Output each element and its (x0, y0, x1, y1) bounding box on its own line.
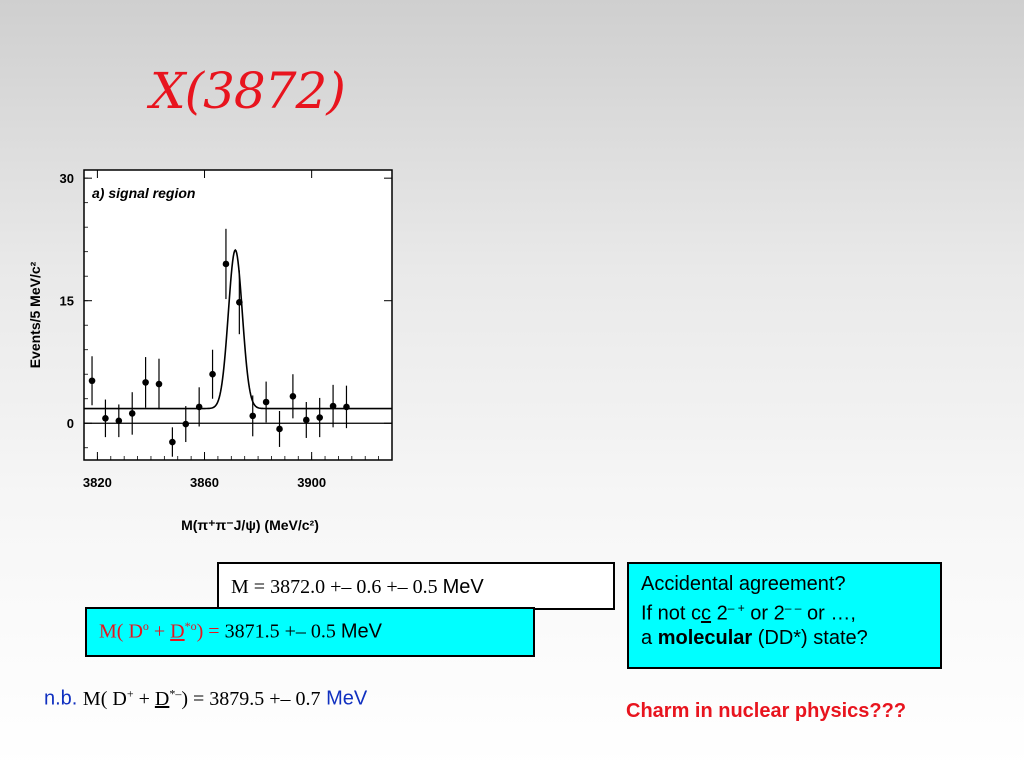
d0-prefix: M( D (99, 620, 143, 643)
x-tick-label: 3820 (83, 475, 112, 490)
data-point (88, 377, 96, 385)
note-line-3: a molecular (DD*) state? (641, 626, 868, 649)
d0-dstar-sup: *o (184, 619, 197, 633)
data-point (262, 398, 270, 406)
data-point (222, 260, 230, 268)
fit-curve (84, 248, 392, 410)
mass-value: 3872.0 +– 0.6 +– 0.5 (270, 576, 438, 598)
x-tick-label: 3860 (190, 475, 219, 490)
data-point (302, 416, 310, 424)
accidental-agreement-note: Accidental agreement? If not cc 2– + or … (627, 562, 942, 669)
data-point (329, 402, 337, 410)
charm-nuclear-physics-text: Charm in nuclear physics??? (626, 700, 907, 722)
y-tick-label: 30 (60, 171, 74, 186)
data-point (249, 412, 257, 420)
data-point (102, 415, 109, 422)
slide-title: X(3872) (150, 62, 346, 120)
d0-threshold-box: M( Do + D*o) = 3871.5 +– 0.5 MeV (85, 607, 535, 657)
d0-value: 3871.5 +– 0.5 (224, 620, 336, 643)
data-point (289, 392, 297, 400)
data-point (115, 417, 123, 425)
y-tick-label: 15 (60, 294, 74, 309)
data-point (128, 410, 136, 417)
d0-dstar: D (170, 620, 185, 643)
data-point (182, 420, 190, 428)
y-axis-label: Events/5 MeV/c² (27, 261, 43, 368)
panel-label: a) signal region (92, 185, 195, 201)
data-point (316, 414, 323, 421)
data-point (169, 438, 176, 446)
data-point (209, 370, 216, 378)
nb-label: n.b. (44, 687, 83, 710)
y-tick-label: 0 (67, 416, 74, 431)
d0-close: ) = (196, 620, 225, 643)
mass-prefix: M = (231, 576, 271, 598)
data-point (195, 403, 203, 411)
note-line-1: Accidental agreement? (641, 573, 846, 595)
x-axis-label: M(π⁺π⁻J/ψ) (MeV/c²) (181, 517, 319, 533)
mass-measurement-box: M = 3872.0 +– 0.6 +– 0.5 MeV (217, 562, 615, 610)
d0-plus: + (148, 620, 171, 643)
data-point (155, 380, 163, 388)
nb-prefix: M( D+ + D*–) = 3879.5 +– 0.7 (82, 686, 321, 710)
d0-unit: MeV (340, 620, 382, 643)
mass-unit: MeV (442, 576, 484, 598)
x-tick-label: 3900 (297, 475, 326, 490)
note-line-2: If not cc 2– + or 2– – or …, (641, 601, 856, 625)
signal-region-plot: 3820 3860 3900 0 15 30 a) signal region M(π⁺π⁻J… (27, 169, 393, 533)
data-point (236, 299, 243, 306)
dplus-threshold-line: n.b. M( D+ + D*–) = 3879.5 +– 0.7 MeV (44, 686, 367, 711)
data-point (343, 403, 350, 411)
d0-sup: o (142, 619, 149, 633)
nb-unit: MeV (326, 687, 368, 710)
data-point (276, 425, 283, 433)
plot-frame (83, 169, 393, 461)
data-point (142, 379, 149, 386)
